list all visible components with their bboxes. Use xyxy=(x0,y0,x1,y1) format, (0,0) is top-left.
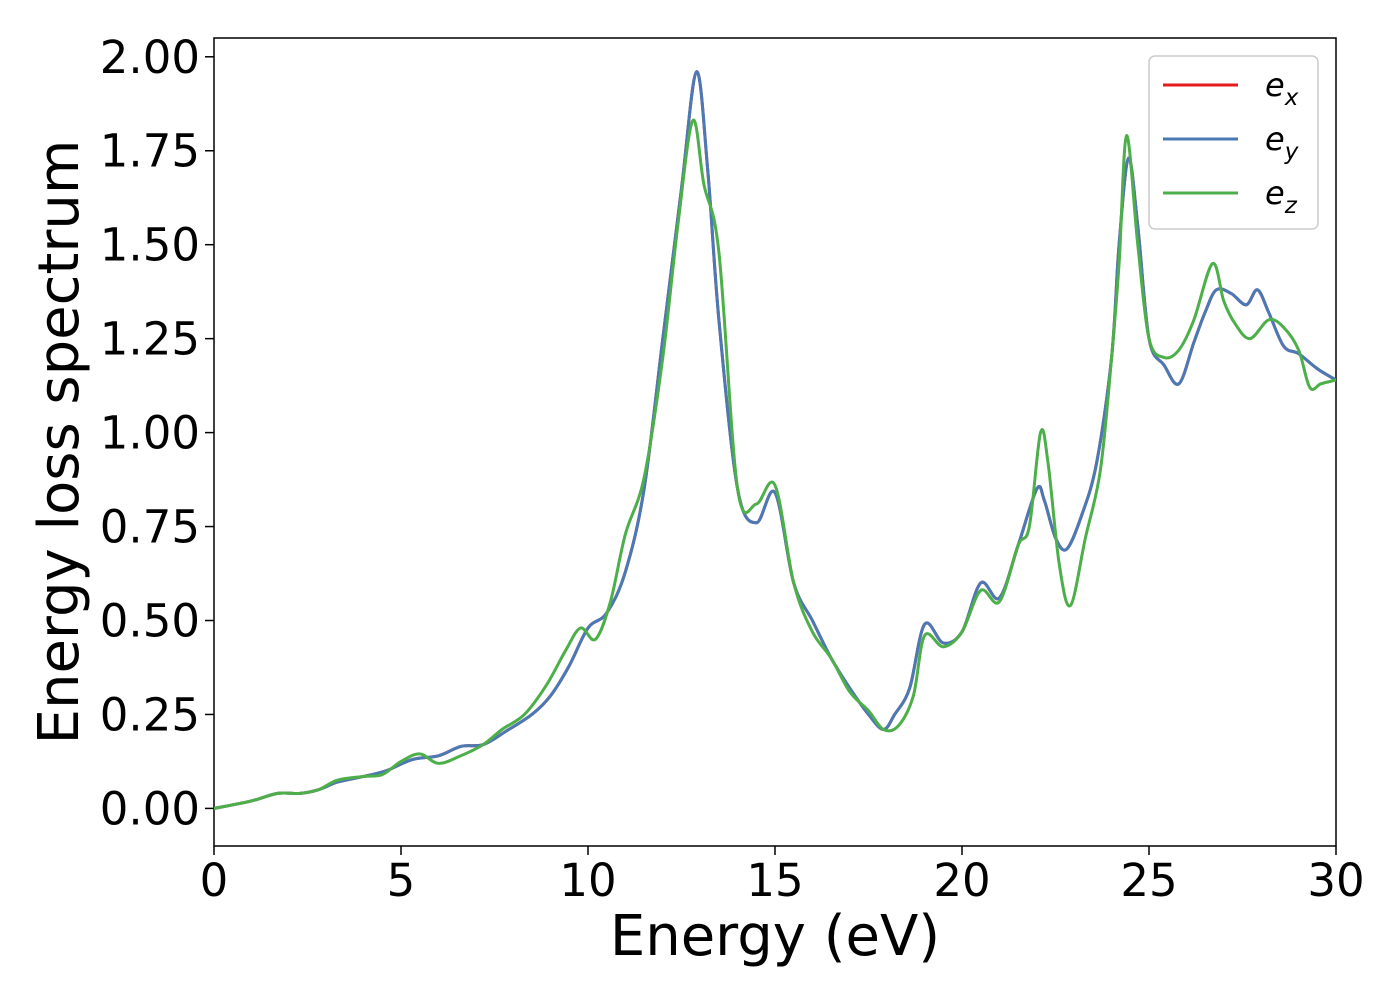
legend-label-y: ey xyxy=(1265,120,1299,165)
y-tick-label: 0.00 xyxy=(100,782,200,835)
x-axis: 0 5 10 15 20 25 30 xyxy=(200,846,1365,907)
x-tick-label: 5 xyxy=(387,854,416,907)
y-tick-label: 1.50 xyxy=(100,219,200,272)
series-layer xyxy=(214,70,1336,810)
x-axis-label: Energy (eV) xyxy=(610,904,940,969)
y-tick-label: 2.00 xyxy=(100,31,200,84)
legend-box xyxy=(1148,55,1319,230)
x-tick-label: 0 xyxy=(200,854,229,907)
x-tick-label: 25 xyxy=(1120,854,1177,907)
x-tick-label: 30 xyxy=(1307,854,1364,907)
x-tick-label: 20 xyxy=(933,854,990,907)
y-tick-label: 1.75 xyxy=(100,125,200,178)
x-tick-label: 15 xyxy=(746,854,803,907)
y-tick-label: 0.75 xyxy=(100,501,200,554)
y-tick-label: 0.25 xyxy=(100,688,200,741)
legend: ex ey ez xyxy=(1148,55,1319,230)
legend-label-z: ez xyxy=(1265,174,1298,219)
y-tick-label: 0.50 xyxy=(100,595,200,648)
y-axis: 0.00 0.25 0.50 0.75 1.00 1.25 1.50 1.75 2.00 xyxy=(100,31,214,835)
y-tick-label: 1.00 xyxy=(100,407,200,460)
y-axis-label: Energy loss spectrum xyxy=(27,140,92,745)
legend-label-x: ex xyxy=(1265,66,1299,111)
y-tick-label: 1.25 xyxy=(100,313,200,366)
series-line-z xyxy=(214,118,1336,810)
x-tick-label: 10 xyxy=(559,854,616,907)
